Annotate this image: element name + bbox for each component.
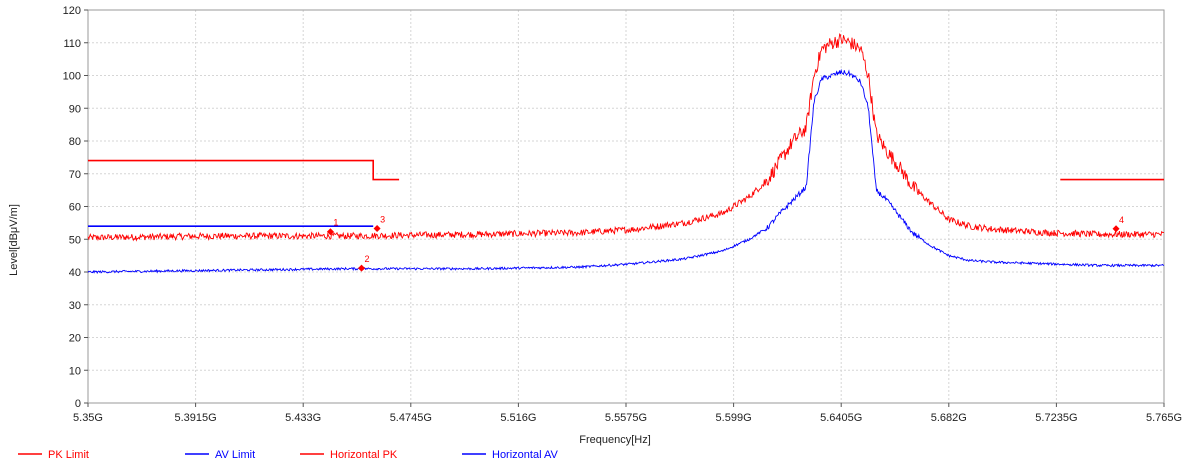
x-axis-ticks: 5.35G 5.3915G 5.433G 5.4745G 5.516G 5.5575G 5.…	[73, 403, 1182, 424]
legend-label: PK Limit	[48, 449, 89, 461]
legend-label: AV Limit	[215, 449, 255, 461]
y-tick-label: 90	[69, 103, 81, 115]
y-tick-label: 50	[69, 234, 81, 246]
marker-point	[326, 228, 334, 236]
x-tick-label: 5.516G	[500, 412, 536, 424]
y-tick-label: 40	[69, 267, 81, 279]
marker-label: 2	[365, 254, 370, 264]
x-tick-label: 5.5575G	[605, 412, 647, 424]
y-tick-label: 20	[69, 333, 81, 345]
marker-label: 3	[380, 214, 385, 224]
legend: PK Limit AV Limit Horizontal PK Horizontal …	[18, 449, 558, 461]
x-tick-label: 5.35G	[73, 412, 103, 424]
marker-point	[1112, 225, 1120, 233]
x-tick-label: 5.599G	[716, 412, 752, 424]
marker-label: 4	[1119, 215, 1124, 225]
x-tick-label: 5.7235G	[1035, 412, 1077, 424]
y-tick-label: 60	[69, 202, 81, 214]
x-tick-label: 5.433G	[285, 412, 321, 424]
x-tick-label: 5.765G	[1146, 412, 1182, 424]
x-axis-title: Frequency[Hz]	[579, 434, 651, 446]
series-horizontal-av-line	[87, 68, 1165, 275]
series-layer	[87, 33, 1165, 275]
marker-label: 1	[333, 218, 338, 228]
series-pk-limit-line	[88, 159, 400, 181]
series-horizontal-pk-line	[87, 33, 1165, 242]
y-tick-label: 0	[75, 398, 81, 410]
legend-label: Horizontal AV	[492, 449, 558, 461]
y-tick-label: 80	[69, 136, 81, 148]
markers: 1 2 3 4	[326, 214, 1124, 272]
y-tick-label: 10	[69, 365, 81, 377]
y-tick-label: 100	[63, 71, 81, 83]
y-tick-label: 70	[69, 169, 81, 181]
x-tick-label: 5.682G	[931, 412, 967, 424]
y-tick-label: 110	[63, 38, 81, 50]
y-tick-label: 30	[69, 300, 81, 312]
x-tick-label: 5.4745G	[390, 412, 432, 424]
y-axis-ticks: 0 10 20 30 40 50 60 70 80 90 100 110 120	[63, 5, 88, 410]
marker-point	[358, 264, 366, 272]
y-axis-title: Level[dBμV/m]	[8, 204, 20, 276]
marker-point	[373, 224, 381, 232]
x-tick-label: 5.6405G	[820, 412, 862, 424]
x-tick-label: 5.3915G	[174, 412, 216, 424]
y-tick-label: 120	[63, 5, 81, 17]
legend-label: Horizontal PK	[330, 449, 398, 461]
grid	[87, 9, 1165, 404]
